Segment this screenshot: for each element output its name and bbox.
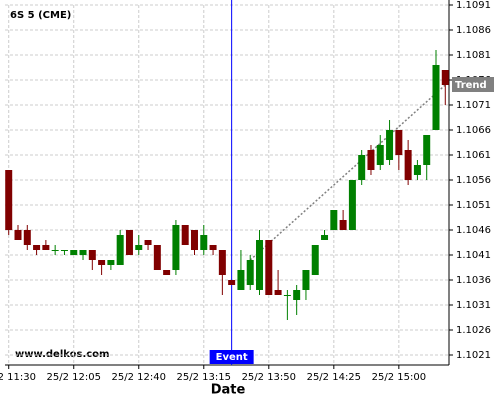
event-label: Event (216, 352, 248, 363)
candle-body (14, 230, 22, 240)
y-tick-label: 1.1031 (456, 300, 491, 311)
candle-body (237, 270, 245, 290)
y-tick-label: 1.1036 (456, 275, 491, 286)
trend-label: Trend (455, 80, 487, 91)
candle-body (181, 225, 189, 245)
candle-body (70, 250, 78, 255)
candle-body (42, 245, 50, 250)
candle-body (209, 245, 217, 250)
x-tick-label: 25/2 15:00 (372, 372, 426, 383)
x-axis-title: Date (211, 383, 246, 398)
y-tick-label: 1.1051 (456, 200, 491, 211)
x-tick-label: 25/2 14:25 (307, 372, 361, 383)
trend-label-box (452, 77, 494, 92)
candle-body (107, 260, 115, 265)
candle-body (432, 65, 440, 130)
x-tick-label: 25/2 13:15 (177, 372, 231, 383)
x-tick-label: 25/2 12:05 (47, 372, 101, 383)
chart-title: 6S 5 (CME) (10, 10, 71, 21)
candle-body (23, 230, 31, 245)
y-tick-label: 1.1066 (456, 125, 491, 136)
candle-body (51, 250, 59, 251)
candle-body (293, 290, 301, 300)
candle-body (395, 130, 403, 155)
event-label-box (209, 350, 254, 364)
candle-body (218, 250, 226, 275)
y-tick-label: 1.1021 (456, 350, 491, 361)
candle-body (5, 170, 13, 230)
candle-body (339, 220, 347, 230)
x-tick-label: 25/2 11:30 (0, 372, 36, 383)
y-tick-label: 1.1041 (456, 250, 491, 261)
x-tick-label: 25/2 13:50 (242, 372, 296, 383)
candle-body (256, 240, 264, 290)
candle-body (116, 235, 124, 265)
candle-body (246, 260, 254, 285)
y-tick-label: 1.1046 (456, 225, 491, 236)
candle-body (302, 270, 310, 290)
candle-body (321, 235, 329, 240)
candle-body (274, 290, 282, 295)
candle-body (163, 270, 171, 275)
candle-body (358, 155, 366, 180)
candle-body (413, 165, 421, 175)
candle-body (367, 150, 375, 170)
candle-body (348, 180, 356, 230)
x-tick-label: 25/2 12:40 (112, 372, 166, 383)
y-tick-label: 1.1091 (456, 0, 491, 11)
y-tick-label: 1.1026 (456, 325, 491, 336)
candle-body (88, 250, 96, 260)
candle-body (404, 150, 412, 180)
y-tick-label: 1.1056 (456, 175, 491, 186)
y-tick-label: 1.1071 (456, 100, 491, 111)
candle-body (228, 280, 236, 285)
candle-body (441, 70, 449, 85)
candle-body (376, 145, 384, 165)
candle-body (60, 250, 68, 251)
candle-body (423, 135, 431, 165)
candle-body (265, 240, 273, 295)
candle-body (79, 250, 87, 255)
candle-body (330, 210, 338, 230)
candle-body (190, 230, 198, 250)
candle-body (200, 235, 208, 250)
candle-body (98, 260, 106, 265)
candle-body (311, 245, 319, 275)
candle-body (33, 245, 41, 250)
candle-body (386, 130, 394, 160)
candle-body (153, 245, 161, 270)
candle-body (283, 295, 291, 296)
candle-body (135, 245, 143, 250)
candle-body (125, 230, 133, 255)
candle-body (144, 240, 152, 245)
candle-body (172, 225, 180, 270)
y-tick-label: 1.1061 (456, 150, 491, 161)
y-tick-label: 1.1081 (456, 50, 491, 61)
y-tick-label: 1.1086 (456, 25, 491, 36)
